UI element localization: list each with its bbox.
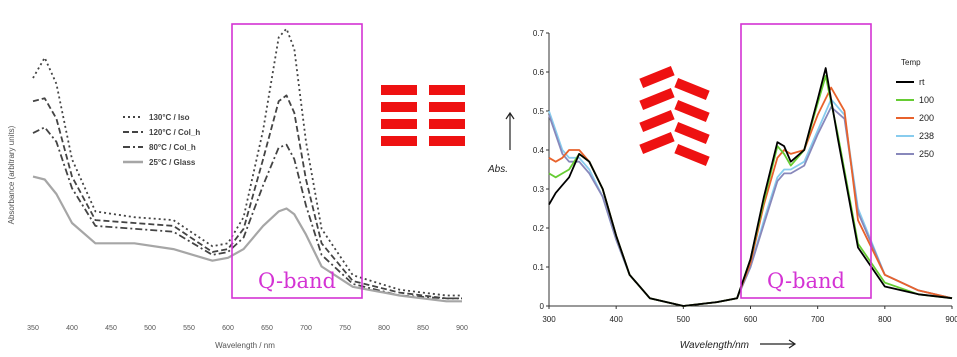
legend-label-rt: rt — [919, 77, 925, 87]
legend-label-200: 200 — [919, 113, 934, 123]
right-x-tick-label: 900 — [945, 315, 957, 324]
legend-label-238: 238 — [919, 131, 934, 141]
left-y-axis-label: Absorbance (arbitrary units) — [7, 125, 16, 224]
left-series-line-0 — [32, 27, 462, 297]
right-series-line-100 — [548, 75, 953, 307]
legend-label-120: 120°C / Col_h — [149, 128, 200, 137]
left-x-tick-label: 650 — [261, 325, 273, 332]
right-chart: 0 0.1 0.2 0.3 0.4 0.5 0.6 0.7 300 400 500 600 700 800… — [487, 23, 957, 351]
left-x-tick-label: 900 — [456, 325, 468, 332]
right-tilted-bars-icon — [639, 65, 710, 167]
left-x-tick-label: 600 — [222, 325, 234, 332]
left-x-tick-label: 750 — [339, 325, 351, 332]
right-y-tick-label: 0.7 — [533, 29, 545, 38]
right-y-tick-label: 0.6 — [533, 68, 545, 77]
left-x-tick-label: 400 — [66, 325, 78, 332]
legend-label-80: 80°C / Col_h — [149, 143, 196, 152]
left-chart: 350 400 450 500 550 600 650 700 750 800 850 900 Abs… — [7, 23, 468, 350]
left-qband-box — [231, 23, 363, 299]
right-y-tick-label: 0.3 — [533, 185, 545, 194]
left-series-lines — [32, 27, 462, 303]
right-y-tick-label: 0 — [540, 302, 545, 311]
right-series-line-250 — [548, 106, 953, 307]
right-y-tick-label: 0.1 — [533, 263, 545, 272]
right-qband-label: Q-band — [767, 269, 845, 293]
right-y-axis-label: Abs. — [487, 164, 508, 175]
right-x-tick-label: 700 — [811, 315, 825, 324]
right-x-tick-label: 300 — [542, 315, 556, 324]
right-x-tick-label: 500 — [677, 315, 691, 324]
left-x-tick-label: 800 — [378, 325, 390, 332]
left-legend: 130°C / Iso 120°C / Col_h 80°C / Col_h 2… — [123, 113, 200, 167]
left-x-tick-label: 700 — [300, 325, 312, 332]
left-series-line-2 — [32, 126, 462, 300]
left-x-tick-label: 350 — [27, 325, 39, 332]
left-x-ticks: 350 400 450 500 550 600 650 700 750 800 850 900 — [27, 325, 468, 332]
right-legend-title: Temp — [901, 58, 921, 67]
legend-label-130: 130°C / Iso — [149, 113, 190, 122]
right-y-tick-label: 0.4 — [533, 146, 545, 155]
left-series-line-3 — [32, 175, 462, 303]
left-x-tick-label: 450 — [105, 325, 117, 332]
left-qband-label: Q-band — [258, 269, 336, 293]
right-x-axis-label: Wavelength/nm — [680, 340, 749, 351]
right-y-arrow-icon — [505, 111, 515, 150]
left-x-tick-label: 550 — [183, 325, 195, 332]
left-x-axis-label: Wavelength / nm — [215, 341, 275, 350]
legend-label-25: 25°C / Glass — [149, 158, 196, 167]
legend-label-250: 250 — [919, 149, 934, 159]
right-legend: Temp rt 100 200 238 250 — [896, 58, 934, 159]
right-x-tick-label: 600 — [744, 315, 758, 324]
right-y-tick-label: 0.2 — [533, 224, 545, 233]
legend-label-100: 100 — [919, 95, 934, 105]
right-x-tick-label: 800 — [878, 315, 892, 324]
right-series-line-rt — [548, 67, 953, 307]
right-series-line-238 — [548, 98, 953, 307]
right-series-lines — [548, 67, 953, 307]
right-series-line-200 — [548, 86, 953, 307]
right-x-tick-label: 400 — [609, 315, 623, 324]
right-qband-box — [740, 23, 872, 299]
left-x-tick-label: 850 — [417, 325, 429, 332]
left-stacked-bars-icon — [381, 85, 465, 146]
right-y-tick-label: 0.5 — [533, 107, 545, 116]
left-x-tick-label: 500 — [144, 325, 156, 332]
left-series-line-1 — [32, 94, 462, 300]
right-x-arrow-icon — [760, 339, 797, 349]
right-axes: 0 0.1 0.2 0.3 0.4 0.5 0.6 0.7 300 400 500 600 700 800… — [533, 29, 957, 324]
